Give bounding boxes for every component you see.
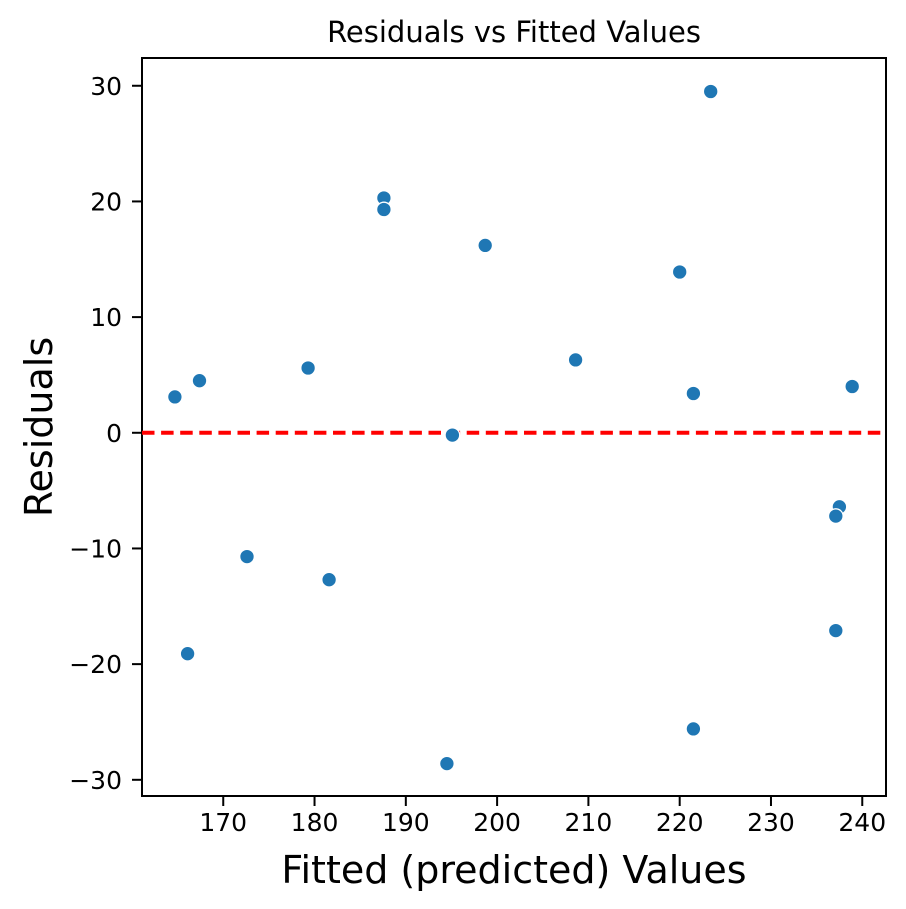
x-axis-label: Fitted (predicted) Values — [281, 848, 746, 892]
data-point — [844, 378, 861, 395]
data-point — [239, 548, 255, 565]
x-tick-label: 190 — [382, 808, 430, 837]
data-point — [671, 264, 688, 280]
data-point — [702, 83, 719, 100]
data-point — [179, 645, 196, 662]
plot-area: 170 180 190 200 210 220 230 240 −30 −20 −10 0 10 20 30 — [69, 57, 887, 837]
data-point — [827, 508, 844, 525]
x-tick-label: 170 — [199, 808, 247, 837]
x-tick-label: 200 — [473, 808, 521, 837]
data-point — [567, 351, 584, 368]
y-tick-label: 0 — [106, 419, 122, 448]
y-tick-label: 20 — [90, 187, 122, 216]
data-point — [477, 237, 494, 254]
data-point — [191, 372, 208, 389]
data-point — [438, 755, 455, 772]
y-tick-label: −10 — [69, 534, 122, 563]
data-point — [685, 720, 702, 737]
data-point — [321, 571, 338, 588]
y-axis-label: Residuals — [17, 337, 61, 517]
plot-border — [141, 57, 887, 797]
data-point — [166, 388, 183, 405]
y-tick-label: 30 — [90, 72, 122, 101]
data-point — [827, 622, 844, 639]
y-tick-label: −20 — [69, 650, 122, 679]
data-point — [444, 427, 461, 444]
chart-title: Residuals vs Fitted Values — [327, 15, 701, 49]
x-tick-label: 230 — [747, 808, 795, 837]
data-point — [300, 360, 317, 376]
x-tick-label: 220 — [656, 808, 704, 837]
data-point — [375, 201, 392, 218]
y-tick-label: 10 — [90, 303, 122, 332]
x-tick-label: 180 — [291, 808, 339, 837]
y-tick-label: −30 — [69, 766, 122, 795]
data-point — [685, 385, 702, 402]
x-tick-label: 210 — [565, 808, 613, 837]
x-tick-label: 240 — [838, 808, 886, 837]
